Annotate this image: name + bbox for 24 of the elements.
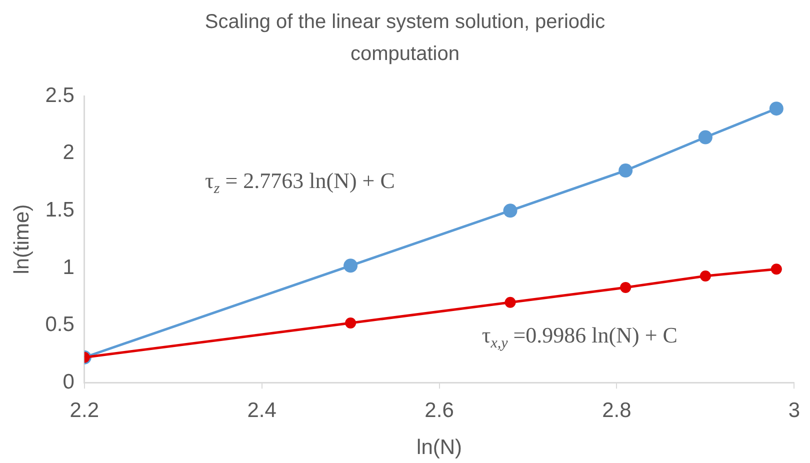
x-axis-title: ln(N) (416, 436, 462, 460)
x-tick-label: 2.2 (70, 398, 99, 422)
y-tick-label: 2 (62, 141, 74, 164)
point (620, 282, 632, 293)
point (698, 130, 712, 144)
point (504, 296, 516, 308)
y-tick-label: 1.5 (45, 198, 74, 222)
y-tick-label: 2.5 (45, 84, 74, 107)
point (618, 164, 633, 178)
y-tick-label: 1 (62, 256, 74, 279)
point (503, 204, 518, 218)
x-tick-label: 2.4 (247, 398, 277, 422)
x-tick-label: 2.6 (424, 398, 454, 422)
y-tick-label: 0 (62, 370, 74, 394)
point (345, 317, 356, 328)
y-tick-label: 0.5 (45, 313, 74, 336)
point (344, 258, 358, 273)
x-tick-label: 3 (788, 398, 800, 422)
x-tick-label: 2.8 (602, 398, 632, 422)
point (700, 270, 711, 282)
y-axis-title: ln(time) (10, 204, 34, 274)
point (770, 264, 782, 275)
point (769, 102, 784, 116)
chart-title: Scaling of the linear system solution, periodic computation (204, 10, 606, 67)
